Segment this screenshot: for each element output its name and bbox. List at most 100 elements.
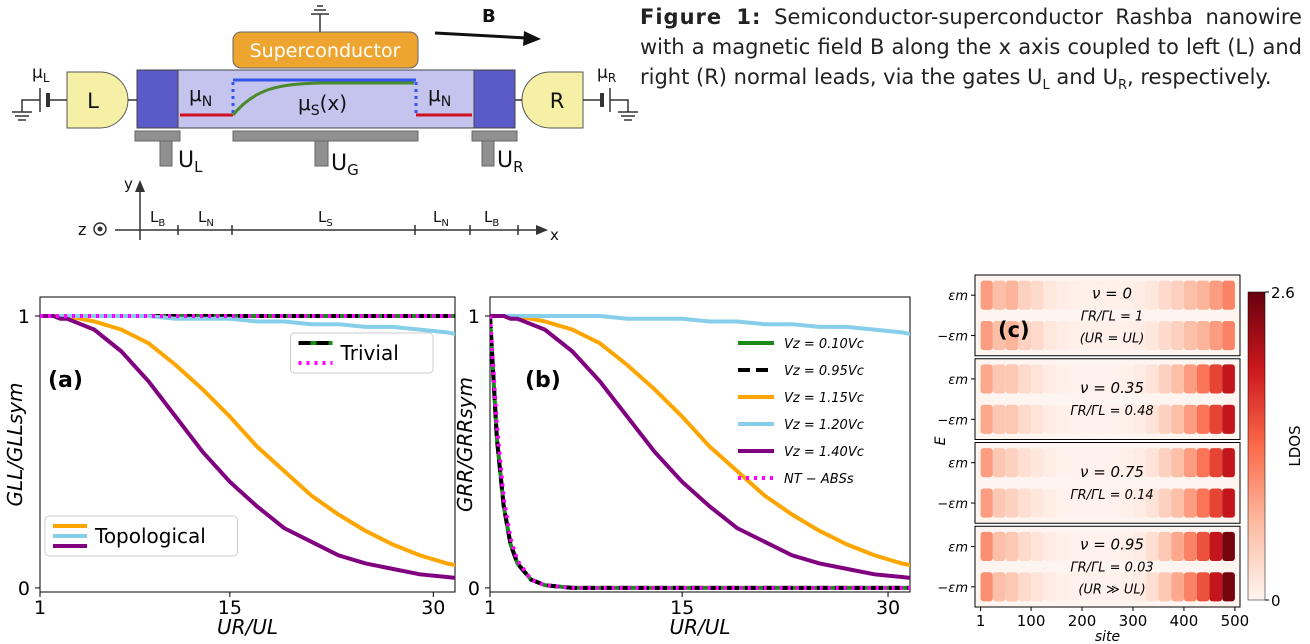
- mu-n-right: μN: [428, 82, 451, 110]
- ldos-cell: [1094, 488, 1108, 518]
- field-arrow: [434, 31, 528, 40]
- y-tick-label: εm: [948, 540, 968, 555]
- symbol: μ: [298, 91, 311, 115]
- x-tick-label: 15: [670, 597, 694, 619]
- ldos-cell: [1132, 364, 1146, 394]
- caption-sub: L: [1042, 78, 1050, 94]
- subscript: B: [492, 218, 499, 229]
- ldos-cell: [1183, 572, 1197, 602]
- left-lead-label: L: [87, 89, 99, 113]
- ldos-cell: [980, 488, 993, 518]
- subscript: S: [326, 218, 332, 229]
- series-line: [490, 315, 910, 590]
- nanowire-diagram: Superconductor B μN μN μS(x) L R μL μR U…: [12, 5, 638, 244]
- x-tick-label: 200: [1068, 612, 1097, 630]
- ldos-cell: [1145, 531, 1159, 561]
- caption: Figure 1: Semiconductor-superconductor R…: [640, 2, 1302, 101]
- legend-label: Vz = 1.40Vc: [784, 445, 864, 460]
- subscript: G: [347, 161, 359, 179]
- y-axis-label: GLL/GLLsym: [3, 382, 27, 506]
- ldos-cell: [1171, 572, 1184, 602]
- x-tick-label: 30: [876, 597, 900, 619]
- ldos-cell: [1069, 572, 1083, 602]
- symbol: μ: [597, 63, 608, 83]
- ldos-cell: [1069, 321, 1083, 351]
- annotation: ν = 0: [1092, 284, 1132, 302]
- y-tick-label: εm: [948, 289, 968, 304]
- ldos-cell: [1094, 364, 1108, 394]
- y-tick-label: 1: [468, 306, 480, 328]
- annotation: ν = 0.35: [1080, 379, 1144, 397]
- mu-s: μS(x): [298, 91, 347, 119]
- x-axis-label: UR/UL: [669, 615, 730, 639]
- ldos-cell: [1120, 448, 1133, 478]
- ldos-cell: [1145, 321, 1159, 351]
- ldos-cell: [1031, 531, 1044, 561]
- ldos-cell: [1209, 280, 1223, 310]
- ldos-cell: [1094, 404, 1108, 434]
- ldos-cell: [1043, 404, 1057, 434]
- axis-z-label: z: [78, 220, 86, 239]
- ldos-cell: [1222, 280, 1235, 310]
- ldos-cell: [1031, 572, 1044, 602]
- ldos-cell: [1005, 572, 1019, 602]
- ldos-cell: [1183, 280, 1197, 310]
- ldos-cell: [1222, 572, 1235, 602]
- ldos-cell: [1094, 280, 1108, 310]
- ldos-cell: [1209, 364, 1223, 394]
- ldos-cell: [992, 321, 1006, 351]
- ldos-cell: [980, 531, 993, 561]
- field-arrowhead: [523, 31, 541, 46]
- ldos-cell: [1196, 364, 1210, 394]
- ldos-cell: [1120, 488, 1133, 518]
- y-axis-label: GRR/GRRsym: [453, 377, 477, 512]
- ldos-cell: [1196, 572, 1210, 602]
- x-tick-label: 100: [1017, 612, 1046, 630]
- ldos-cell: [1031, 280, 1044, 310]
- left-lead: [66, 71, 129, 129]
- y-tick-label: −εm: [937, 497, 968, 512]
- ldos-cell: [1018, 531, 1032, 561]
- ldos-cell: [1132, 404, 1146, 434]
- ldos-cell: [1196, 280, 1210, 310]
- ldos-cell: [1107, 321, 1121, 351]
- ldos-cell: [980, 448, 993, 478]
- symbol: U: [331, 151, 347, 176]
- symbol: L: [198, 208, 207, 226]
- ldos-cell: [1132, 531, 1146, 561]
- ldos-cell: [1094, 321, 1108, 351]
- ldos-cell: [992, 404, 1006, 434]
- ldos-cell: [1120, 321, 1133, 351]
- ldos-cell: [1183, 364, 1197, 394]
- ldos-cell: [1171, 280, 1184, 310]
- ldos-cell: [1082, 364, 1095, 394]
- mu-l: μL: [32, 63, 50, 85]
- ldos-cell: [1107, 280, 1121, 310]
- gate-right-label: UR: [497, 148, 524, 176]
- ldos-cell: [1018, 321, 1032, 351]
- barrier-left: [136, 69, 179, 129]
- ldos-cell: [1094, 572, 1108, 602]
- length-label: LN: [198, 208, 214, 229]
- series-line: [490, 314, 910, 568]
- ldos-cell: [1082, 280, 1095, 310]
- ldos-cell: [1196, 404, 1210, 434]
- ldos-cell: [1094, 448, 1108, 478]
- ldos-cell: [1005, 280, 1019, 310]
- symbol: μ: [32, 63, 43, 83]
- ldos-cell: [1069, 280, 1083, 310]
- ldos-cell: [1171, 364, 1184, 394]
- symbol: L: [150, 208, 159, 226]
- caption-sub: R: [1117, 78, 1127, 94]
- legend-label: Topological: [94, 524, 206, 548]
- length-label: LB: [150, 208, 165, 229]
- mu-r: μR: [597, 63, 616, 85]
- axis-x-label: x: [550, 226, 559, 244]
- x-tick-label: 400: [1170, 612, 1199, 630]
- ldos-cell: [1132, 448, 1146, 478]
- ldos-cell: [1222, 488, 1235, 518]
- ldos-cell: [992, 280, 1006, 310]
- ldos-cell: [1132, 572, 1146, 602]
- symbol: L: [318, 208, 327, 226]
